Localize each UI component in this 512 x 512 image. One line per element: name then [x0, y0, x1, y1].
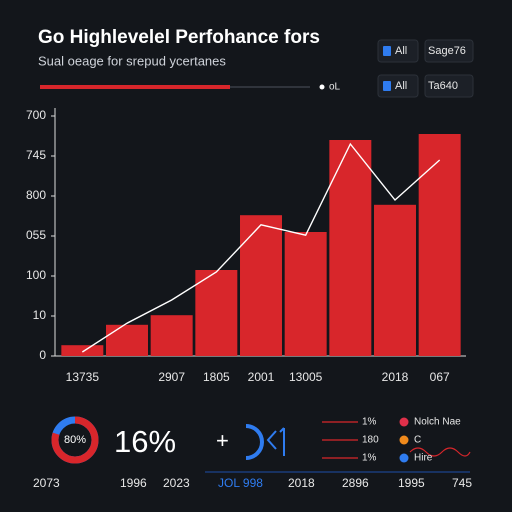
legend-label: Nolch Nae	[414, 417, 461, 428]
footer-label: 2023	[163, 476, 190, 490]
x-tick-label: 13735	[66, 370, 100, 384]
y-tick-label: 100	[26, 268, 46, 282]
progress-label: oL	[329, 82, 341, 93]
legend-dot	[399, 435, 409, 445]
mini-legend-label: 180	[362, 435, 379, 446]
footer-label: 745	[452, 476, 472, 490]
bar	[195, 270, 238, 356]
bar	[61, 345, 104, 356]
y-tick-label: 800	[26, 188, 46, 202]
trend-line	[81, 142, 441, 353]
bar	[329, 140, 372, 356]
control-label: Sage76	[428, 45, 466, 57]
legend-dot	[399, 417, 409, 427]
bar	[240, 215, 282, 356]
control-button[interactable]	[377, 39, 419, 63]
legend-label: C	[414, 435, 421, 446]
footer-label: 2018	[288, 476, 315, 490]
x-tick-label: 1805	[203, 370, 230, 384]
subtitle: Sual oeage for srepud ycertanes	[38, 53, 226, 68]
y-tick-label: 0	[39, 348, 46, 362]
footer-label: 2073	[33, 476, 60, 490]
control-button[interactable]	[377, 74, 419, 98]
y-tick-label: 700	[26, 108, 46, 122]
title: Go Highlevelel Perfohance fors	[38, 27, 320, 48]
x-tick-label: 2907	[158, 370, 185, 384]
bar	[106, 324, 148, 356]
blue-icon-arc	[245, 424, 264, 460]
bar	[284, 232, 327, 356]
x-tick-label: 067	[430, 370, 450, 384]
donut-arc	[51, 416, 99, 464]
progress-dot	[319, 84, 325, 90]
footer-label: 2896	[342, 476, 369, 490]
wave-line	[409, 447, 471, 457]
big-value: 16%	[114, 424, 176, 459]
footer-label: JOL 998	[218, 476, 263, 490]
y-tick-label: 055	[26, 228, 46, 242]
control-label: Ta640	[428, 80, 458, 92]
x-tick-label: 2001	[248, 370, 275, 384]
control-button[interactable]	[424, 39, 474, 63]
footer-label: 1995	[398, 476, 425, 490]
y-tick-label: 10	[33, 308, 47, 322]
footer-label: 1996	[120, 476, 147, 490]
control-button[interactable]	[424, 74, 474, 98]
legend-dot	[399, 453, 409, 463]
control-icon	[383, 46, 391, 56]
bar	[418, 134, 461, 356]
donut-label: 80%	[64, 434, 86, 446]
blue-icon-arrow	[266, 427, 285, 456]
bar	[374, 204, 416, 356]
x-tick-label: 13005	[289, 370, 323, 384]
control-label: All	[395, 80, 407, 92]
bar	[150, 315, 193, 356]
legend-label: Hire	[414, 453, 433, 464]
y-tick-label: 745	[26, 148, 46, 162]
x-tick-label: 2018	[382, 370, 409, 384]
mini-legend-label: 1%	[362, 453, 377, 464]
control-icon	[383, 81, 391, 91]
mini-legend-label: 1%	[362, 417, 377, 428]
plus-sign: +	[216, 428, 229, 453]
control-label: All	[395, 45, 407, 57]
